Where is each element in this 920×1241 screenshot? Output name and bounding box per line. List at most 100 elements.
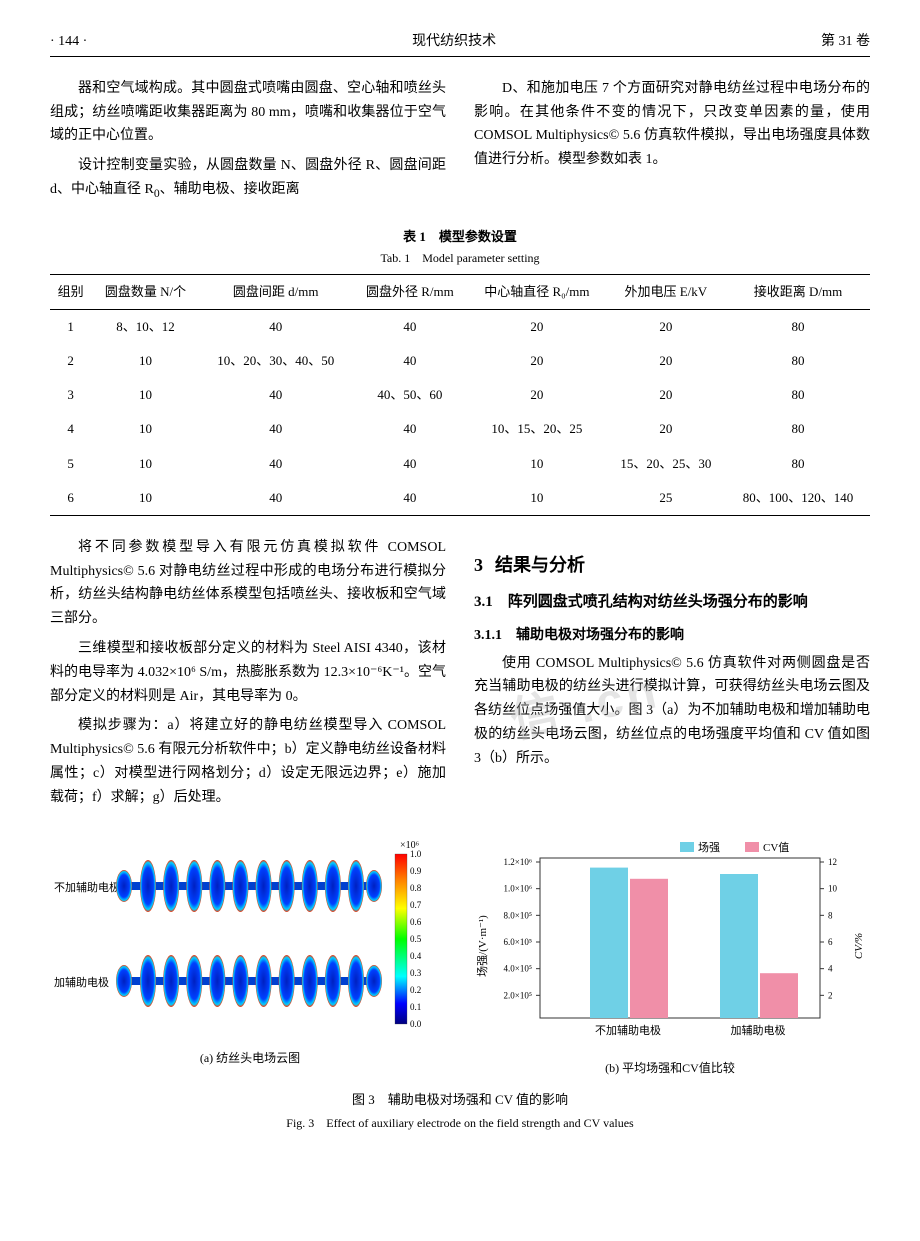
table-row: 21010、20、30、40、5040202080 — [50, 344, 870, 378]
svg-text:场强/(V·m⁻¹): 场强/(V·m⁻¹) — [475, 914, 489, 976]
table-cell: 80 — [726, 378, 870, 412]
table-col-header: 圆盘数量 N/个 — [91, 275, 199, 310]
table-cell: 8、10、12 — [91, 310, 199, 345]
fig3b-svg: 场强 CV值 1.2×10⁶1.0×10⁶8.0×10⁵6.0×10⁵4.0×1… — [470, 836, 870, 1046]
table-cell: 80 — [726, 344, 870, 378]
svg-text:0.2: 0.2 — [410, 985, 421, 995]
svg-text:0.6: 0.6 — [410, 917, 422, 927]
svg-text:0.0: 0.0 — [410, 1019, 422, 1029]
table-col-header: 圆盘外径 R/mm — [352, 275, 468, 310]
table-cell: 1 — [50, 310, 91, 345]
para-2-left: 设计控制变量实验，从圆盘数量 N、圆盘外径 R、圆盘间距 d、中心轴直径 R0、… — [50, 154, 446, 203]
table-cell: 40、50、60 — [352, 378, 468, 412]
svg-text:CV/%: CV/% — [853, 932, 865, 958]
table-cell: 10 — [468, 481, 606, 516]
table-cell: 25 — [606, 481, 726, 516]
table-cell: 40 — [200, 378, 352, 412]
table-cell: 40 — [352, 412, 468, 446]
table-cell: 5 — [50, 447, 91, 481]
table-cell: 80 — [726, 310, 870, 345]
table-col-header: 圆盘间距 d/mm — [200, 275, 352, 310]
table-cell: 80 — [726, 447, 870, 481]
table-cell: 10 — [91, 481, 199, 516]
table-cell: 10 — [91, 412, 199, 446]
table-col-header: 外加电压 E/kV — [606, 275, 726, 310]
table-cell: 40 — [352, 447, 468, 481]
svg-text:4.0×10⁵: 4.0×10⁵ — [504, 963, 532, 973]
svg-text:场强: 场强 — [698, 840, 720, 854]
svg-text:0.1: 0.1 — [410, 1002, 421, 1012]
para-1-left: 器和空气域构成。其中圆盘式喷嘴由圆盘、空心轴和喷丝头组成；纺丝喷嘴距收集器距离为… — [50, 77, 446, 148]
table-cell: 40 — [352, 481, 468, 516]
table-cell: 15、20、25、30 — [606, 447, 726, 481]
table-cell: 10 — [468, 447, 606, 481]
fig3-caption-en: Fig. 3 Effect of auxiliary electrode on … — [50, 1113, 870, 1133]
svg-text:不加辅助电极: 不加辅助电极 — [54, 880, 120, 894]
table-cell: 10、20、30、40、50 — [200, 344, 352, 378]
para-3-left: 将不同参数模型导入有限元仿真模拟软件 COMSOL Multiphysics© … — [50, 536, 446, 631]
table-col-header: 接收距离 D/mm — [726, 275, 870, 310]
volume-label: 第 31 卷 — [821, 30, 870, 54]
table-cell: 20 — [606, 412, 726, 446]
table-cell: 2 — [50, 344, 91, 378]
svg-text:2.0×10⁵: 2.0×10⁵ — [504, 990, 532, 1000]
table-row: 18、10、124040202080 — [50, 310, 870, 345]
table-cell: 10、15、20、25 — [468, 412, 606, 446]
svg-text:1.2×10⁶: 1.2×10⁶ — [504, 857, 532, 867]
svg-text:12: 12 — [828, 857, 837, 867]
figure-3: ×10⁶ 1.00 — [50, 836, 870, 1079]
para-5-left: 模拟步骤为：a）将建立好的静电纺丝模型导入 COMSOL Multiphysic… — [50, 714, 446, 809]
table-cell: 40 — [200, 481, 352, 516]
table-cell: 40 — [352, 344, 468, 378]
svg-text:不加辅助电极: 不加辅助电极 — [595, 1023, 661, 1037]
svg-text:8: 8 — [828, 910, 833, 920]
table-1: 组别圆盘数量 N/个圆盘间距 d/mm圆盘外径 R/mm中心轴直径 R₀/mm外… — [50, 274, 870, 516]
section-3-1-1-heading: 3.1.1 辅助电极对场强分布的影响 — [474, 624, 870, 648]
table-row: 6104040102580、100、120、140 — [50, 481, 870, 516]
section-3-para: 使用 COMSOL Multiphysics© 5.6 仿真软件对两侧圆盘是否充… — [474, 652, 870, 771]
table-cell: 20 — [468, 344, 606, 378]
table-cell: 3 — [50, 378, 91, 412]
table-row: 3104040、50、60202080 — [50, 378, 870, 412]
table-cell: 10 — [91, 344, 199, 378]
section-3-num: 3 — [474, 555, 483, 575]
table-cell: 10 — [91, 378, 199, 412]
fig3a-caption: (a) 纺丝头电场云图 — [50, 1048, 450, 1068]
svg-text:0.7: 0.7 — [410, 900, 422, 910]
journal-name: 现代纺织技术 — [412, 30, 496, 54]
mid-columns: 将不同参数模型导入有限元仿真模拟软件 COMSOL Multiphysics© … — [50, 536, 870, 816]
top-columns: 器和空气域构成。其中圆盘式喷嘴由圆盘、空心轴和喷丝头组成；纺丝喷嘴距收集器距离为… — [50, 77, 870, 210]
table-cell: 80、100、120、140 — [726, 481, 870, 516]
svg-text:8.0×10⁵: 8.0×10⁵ — [504, 910, 532, 920]
table-cell: 40 — [200, 447, 352, 481]
svg-text:6.0×10⁵: 6.0×10⁵ — [504, 937, 532, 947]
svg-text:4: 4 — [828, 963, 833, 973]
section-3-1-1-title: 辅助电极对场强分布的影响 — [516, 628, 684, 643]
table-cell: 40 — [200, 412, 352, 446]
table-col-header: 组别 — [50, 275, 91, 310]
svg-text:加辅助电极: 加辅助电极 — [731, 1023, 786, 1037]
table-row: 410404010、15、20、252080 — [50, 412, 870, 446]
fig3b-caption: (b) 平均场强和CV值比较 — [470, 1058, 870, 1078]
table-1-title-cn: 表 1 模型参数设置 — [50, 226, 870, 248]
section-3-1-num: 3.1 — [474, 594, 493, 610]
table-row: 51040401015、20、25、3080 — [50, 447, 870, 481]
para-2-left-c: 、辅助电极、接收距离 — [160, 182, 300, 197]
table-cell: 40 — [352, 310, 468, 345]
table-cell: 40 — [200, 310, 352, 345]
svg-text:0.5: 0.5 — [410, 934, 422, 944]
section-3-heading: 3结果与分析 — [474, 550, 870, 581]
svg-text:0.8: 0.8 — [410, 883, 422, 893]
figure-3a: ×10⁶ 1.00 — [50, 836, 450, 1079]
svg-text:CV值: CV值 — [763, 841, 789, 854]
fig3-caption-cn: 图 3 辅助电极对场强和 CV 值的影响 — [50, 1089, 870, 1111]
figure-3b: 场强 CV值 1.2×10⁶1.0×10⁶8.0×10⁵6.0×10⁵4.0×1… — [470, 836, 870, 1079]
svg-text:2: 2 — [828, 990, 833, 1000]
fig3a-svg: ×10⁶ 1.00 — [50, 836, 450, 1036]
table-cell: 6 — [50, 481, 91, 516]
para-4-left: 三维模型和接收板部分定义的材料为 Steel AISI 4340，该材料的电导率… — [50, 637, 446, 708]
svg-text:0.4: 0.4 — [410, 951, 422, 961]
svg-text:0.3: 0.3 — [410, 968, 422, 978]
section-3-1-title: 阵列圆盘式喷孔结构对纺丝头场强分布的影响 — [508, 594, 808, 610]
svg-text:6: 6 — [828, 937, 833, 947]
